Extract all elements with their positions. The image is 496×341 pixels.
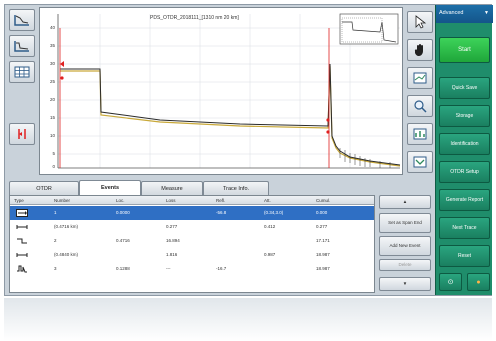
hand-pan-icon[interactable] [407,39,433,61]
launch-event-icon [16,209,28,217]
fiber-section-icon [16,253,28,257]
splice-event-icon [17,238,27,244]
y-tick-label: 25 [49,79,55,84]
event-reflectance: -16.7 [216,266,227,271]
mode-label: Advanced [439,10,464,16]
y-tick-label: 15 [49,115,55,120]
event-number: 1 [54,210,57,215]
y-tick-label: 0 [52,164,55,169]
event-attenuation: 0.412 [264,224,276,229]
start-button[interactable]: Start [439,37,490,63]
zoom-area-icon[interactable] [407,67,433,89]
event-loss: 1.816 [166,252,178,257]
table-row[interactable]: 1 0.0000 -56.8 (0.34,3.0) 0.000 [10,206,374,220]
next-trace-button[interactable]: Next Trace [439,217,490,239]
otdr-setup-button[interactable]: OTDR Setup [439,161,490,183]
otdr-window: PDS_OTDR_2018111_[1310 nm 20 km] 40 35 3… [4,4,493,296]
event-number: 2 [54,238,57,243]
event-attenuation: (0.34,3.0) [264,210,284,215]
section-length: (0.4840 km) [54,252,79,257]
y-tick-label: 30 [49,61,55,66]
event-reflectance: -56.8 [216,210,227,215]
event-location: 0.4716 [116,238,130,243]
tab-trace-info[interactable]: Trace Info. [203,181,269,195]
event-cumulative: 0.000 [316,210,328,215]
trace-zoom-icon[interactable] [9,35,35,57]
column-header: Att. [264,198,271,203]
zoom-icon[interactable] [407,95,433,117]
tab-measure[interactable]: Measure [141,181,203,195]
zoom-reset-icon[interactable] [407,151,433,173]
grid-table-icon[interactable] [9,61,35,83]
scroll-up-button[interactable]: ▲ [379,195,431,209]
tab-otdr[interactable]: OTDR [9,181,79,195]
event-number: 3 [54,266,57,271]
action-panel: Advanced ▼ Start Quick Save Storage Iden… [435,5,493,295]
generate-report-button[interactable]: Generate Report [439,189,490,211]
table-header: Type Number Loc. Loss Refl. Att. Cumul. [10,196,374,205]
add-new-event-button[interactable]: Add New Event [379,236,431,256]
event-attenuation: 0.987 [264,252,276,257]
table-row[interactable]: (0.4840 km) 1.816 0.987 18.987 [10,248,374,262]
help-icon[interactable]: ⊙ [439,273,462,291]
column-header: Type [14,198,24,203]
trace-view-icon[interactable] [9,9,35,31]
column-header: Refl. [216,198,226,203]
tab-bar: OTDR Events Measure Trace Info. [7,179,435,195]
column-header: Loc. [116,198,125,203]
chevron-down-icon: ▼ [484,10,489,16]
tab-events[interactable]: Events [79,180,141,195]
section-length: (0.4716 km) [54,224,79,229]
storage-button[interactable]: Storage [439,105,490,127]
fiber-section-icon [16,225,28,229]
y-tick-label: 10 [49,133,55,138]
left-toolbar [7,7,37,177]
event-location: 0.0000 [116,210,130,215]
table-row[interactable]: 2 0.4716 16.894 17.171 [10,234,374,248]
mode-selector[interactable]: Advanced ▼ [436,5,493,23]
end-event-icon [17,265,27,273]
quick-save-button[interactable]: Quick Save [439,77,490,99]
set-as-span-end-button[interactable]: Set as Span End [379,213,431,233]
cursor-icon[interactable] [407,11,433,33]
event-loss: 0.277 [166,224,178,229]
trace-graph[interactable]: PDS_OTDR_2018111_[1310 nm 20 km] 40 35 3… [39,7,403,175]
events-table: Type Number Loc. Loss Refl. Att. Cumul. … [9,195,375,293]
event-cumulative: 18.987 [316,252,330,257]
graph-title: PDS_OTDR_2018111_[1310 nm 20 km] [150,15,239,21]
event-location: 0.1288 [116,266,130,271]
event-cumulative: 0.277 [316,224,328,229]
event-cumulative: 17.171 [316,238,330,243]
y-tick-label: 20 [49,97,55,102]
column-header: Cumul. [316,198,331,203]
reset-button[interactable]: Reset [439,245,490,267]
zoom-fit-icon[interactable] [407,123,433,145]
right-toolbar [405,7,435,177]
event-loss: 16.894 [166,238,180,243]
screen-reflection [4,298,492,341]
event-loss: --- [166,266,171,271]
y-tick-label: 5 [52,151,55,156]
y-tick-label: 40 [49,25,55,30]
marker-icon[interactable] [9,123,35,145]
event-cumulative: 18.987 [316,266,330,271]
column-header: Number [54,198,71,203]
column-header: Loss [166,198,176,203]
scroll-down-button[interactable]: ▼ [379,277,431,291]
y-tick-label: 35 [49,43,55,48]
identification-button[interactable]: Identification [439,133,490,155]
table-row[interactable]: 3 0.1288 --- -16.7 18.987 [10,262,374,276]
delete-event-button[interactable]: Delete [379,259,431,271]
table-row[interactable]: (0.4716 km) 0.277 0.412 0.277 [10,220,374,234]
power-icon[interactable]: ● [467,273,490,291]
